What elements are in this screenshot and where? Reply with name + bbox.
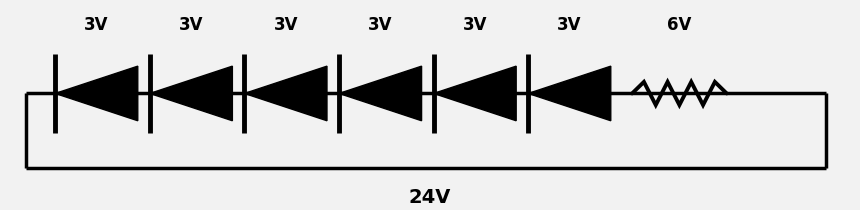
Text: 3V: 3V (84, 16, 108, 34)
Polygon shape (150, 66, 232, 121)
Polygon shape (244, 66, 327, 121)
Text: 3V: 3V (557, 16, 581, 34)
Text: 3V: 3V (273, 16, 298, 34)
Text: 6V: 6V (667, 16, 691, 34)
Polygon shape (433, 66, 516, 121)
Text: 3V: 3V (463, 16, 487, 34)
Polygon shape (339, 66, 421, 121)
Text: 24V: 24V (408, 188, 452, 207)
Polygon shape (55, 66, 138, 121)
Text: 3V: 3V (179, 16, 203, 34)
Text: 3V: 3V (368, 16, 392, 34)
Polygon shape (528, 66, 611, 121)
